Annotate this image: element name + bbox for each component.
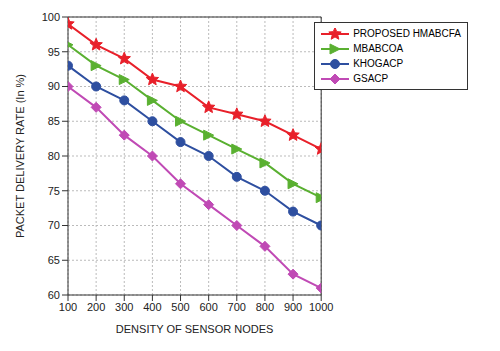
svg-text:700: 700 xyxy=(228,301,246,313)
svg-text:100: 100 xyxy=(59,301,77,313)
svg-text:95: 95 xyxy=(48,46,60,58)
svg-text:PACKET DELIVERY RATE (In %): PACKET DELIVERY RATE (In %) xyxy=(14,74,26,238)
svg-text:70: 70 xyxy=(48,219,60,231)
svg-text:400: 400 xyxy=(143,301,161,313)
svg-text:DENSITY OF SENSOR NODES: DENSITY OF SENSOR NODES xyxy=(116,323,274,335)
svg-text:80: 80 xyxy=(48,150,60,162)
html-text:MBABCOA: MBABCOA xyxy=(353,43,404,54)
svg-text:100: 100 xyxy=(42,11,60,23)
svg-text:60: 60 xyxy=(48,289,60,301)
svg-text:75: 75 xyxy=(48,185,60,197)
svg-text:600: 600 xyxy=(199,301,217,313)
svg-text:200: 200 xyxy=(87,301,105,313)
svg-text:900: 900 xyxy=(284,301,302,313)
svg-text:300: 300 xyxy=(115,301,133,313)
html-text:GSACP: GSACP xyxy=(353,73,389,84)
svg-text:65: 65 xyxy=(48,254,60,266)
svg-text:800: 800 xyxy=(256,301,274,313)
html-text:PROPOSED HMABCFA: PROPOSED HMABCFA xyxy=(353,28,461,39)
svg-text:500: 500 xyxy=(171,301,189,313)
html-text:KHOGACP: KHOGACP xyxy=(353,58,404,69)
svg-text:1000: 1000 xyxy=(309,301,333,313)
svg-text:85: 85 xyxy=(48,115,60,127)
svg-text:90: 90 xyxy=(48,80,60,92)
